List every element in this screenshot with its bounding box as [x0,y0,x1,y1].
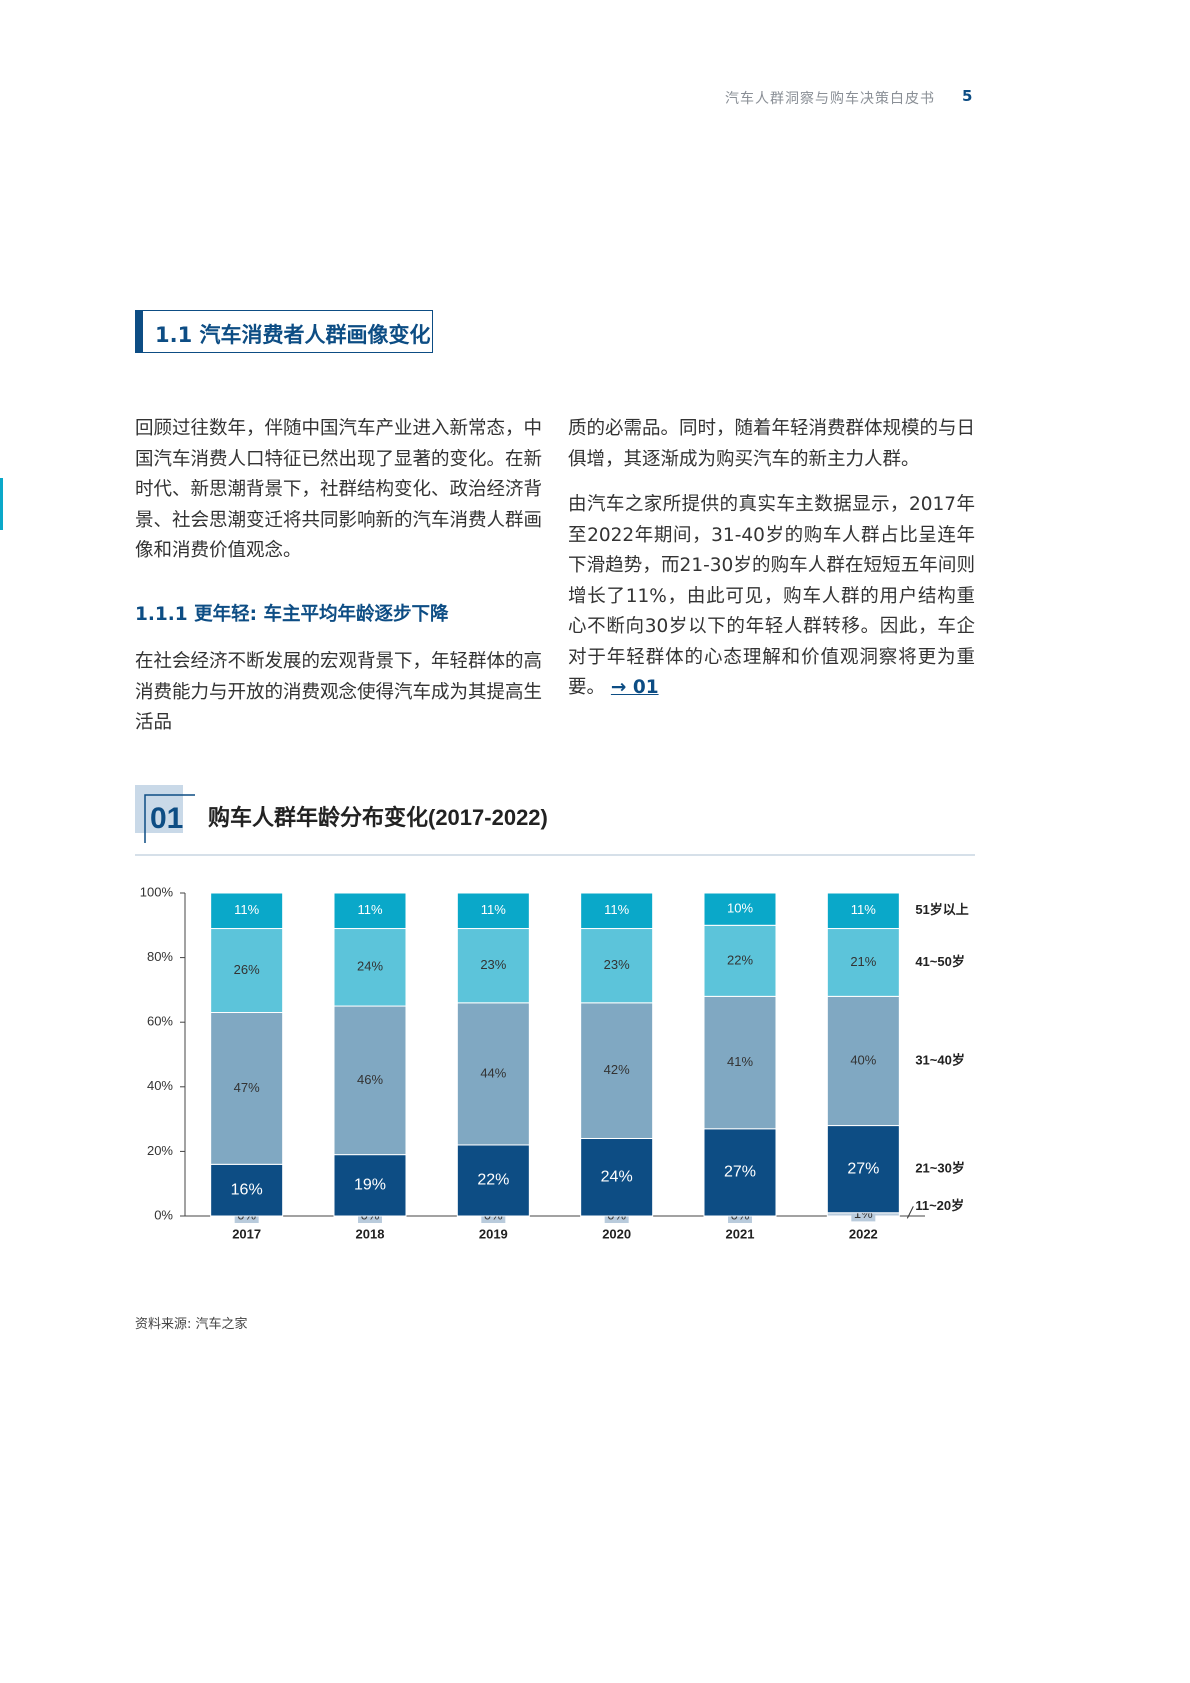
edge-mark [0,478,3,530]
x-tick-label: 2021 [726,1226,755,1241]
bar-segment [826,995,900,1127]
value-label: 27% [724,1164,756,1181]
y-tick-label: 40% [147,1078,173,1093]
page-number: 5 [962,87,973,105]
value-label: 10% [727,901,753,916]
y-tick-label: 60% [147,1014,173,1029]
y-tick-label: 100% [140,884,174,899]
paragraph: 质的必需品。同时，随着年轻消费群体规模的与日俱增，其逐渐成为购买汽车的新主力人群… [568,418,976,470]
bar-segment [456,1002,530,1146]
value-label: 16% [231,1181,263,1198]
legend-label: 51岁以上 [915,902,968,917]
bar-segment [333,928,407,1007]
bar-segment [333,1005,407,1156]
value-label: 11% [604,902,629,917]
paragraph: 在社会经济不断发展的宏观背景下，年轻群体的高消费能力与开放的消费观念使得汽车成为… [135,651,543,733]
value-label: 46% [357,1072,383,1087]
figure-link[interactable]: → 01 [610,677,659,698]
y-tick-label: 0% [154,1207,173,1222]
bar-segment [703,995,777,1130]
paragraph: 由汽车之家所提供的真实车主数据显示，2017年至2022年期间，31-40岁的购… [568,494,975,698]
legend-label: 41~50岁 [915,954,965,969]
value-label: 21% [850,954,876,969]
section-title: 1.1 汽车消费者人群画像变化 [155,323,431,347]
legend-label: 21~30岁 [915,1161,965,1176]
section-box: 1.1 汽车消费者人群画像变化 [135,310,433,353]
figure-frame [144,794,195,843]
value-label: 11% [481,902,506,917]
value-label: 11% [234,902,259,917]
x-tick-label: 2020 [602,1226,631,1241]
bar-segment [826,1125,900,1214]
figure-number: 01 [150,802,183,835]
header-title: 汽车人群洞察与购车决策白皮书 [725,91,935,107]
legend-label: 31~40岁 [915,1052,965,1067]
bar-segment [703,924,777,997]
x-tick-label: 2017 [232,1226,261,1241]
figure-deco [135,785,183,833]
bar-segment [580,1002,654,1139]
value-label: 23% [480,957,506,972]
figure-title: 购车人群年龄分布变化(2017-2022) [208,805,548,830]
value-label: 19% [354,1177,386,1194]
bar-segment [580,1137,654,1217]
x-tick-label: 2022 [849,1226,878,1241]
value-label: 40% [850,1052,876,1067]
bar-segment [826,892,900,930]
x-tick-label: 2019 [479,1226,508,1241]
legend-leader [906,1206,914,1219]
value-label: 24% [601,1168,633,1185]
legend-label: 11~20岁 [915,1198,964,1213]
value-label: 24% [357,959,383,974]
value-label: 23% [604,957,630,972]
x-tick-label: 2018 [356,1226,385,1241]
bar-segment [703,1128,777,1217]
value-label: 11% [851,902,876,917]
bar-segment [580,928,654,1004]
value-label: 27% [847,1160,879,1177]
subheading: 1.1.1 更年轻: 车主平均年龄逐步下降 [135,604,449,625]
value-label: 41% [727,1054,753,1069]
bar-segment [456,1144,530,1217]
value-label: 47% [234,1080,260,1095]
y-tick-label: 20% [147,1143,173,1158]
bar-segment [456,892,530,930]
value-label: 26% [234,962,260,977]
value-label: 44% [480,1065,506,1080]
paragraph: 回顾过往数年，伴随中国汽车产业进入新常态，中国汽车消费人口特征已然出现了显著的变… [135,418,543,561]
value-label: 22% [477,1172,509,1189]
y-tick-label: 80% [147,949,173,964]
bar-segment [703,892,777,926]
bar-segment [210,892,284,930]
value-label: 22% [727,952,753,967]
source: 资料来源: 汽车之家 [135,1317,248,1332]
bar-segment [333,892,407,930]
value-label: 42% [604,1062,630,1077]
paragraph-block: 由汽车之家所提供的真实车主数据显示，2017年至2022年期间，31-40岁的购… [568,490,975,704]
value-label: 11% [357,902,382,917]
bar-segment [580,892,654,930]
